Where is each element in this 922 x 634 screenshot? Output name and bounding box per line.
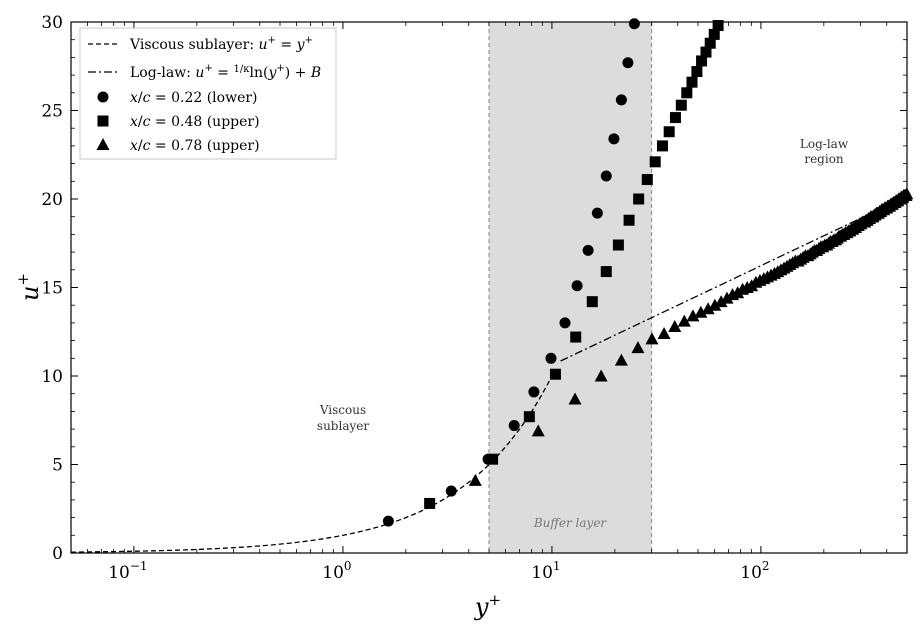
annotation-buffer: Buffer layer (533, 516, 608, 530)
point-square (487, 453, 499, 465)
point-triangle (677, 314, 691, 327)
legend-entry-circle: x/c = 0.22 (lower) (130, 90, 258, 106)
legend: Viscous sublayer: u+ = y+ Log-law: u+ = … (79, 27, 337, 160)
point-square (523, 411, 535, 423)
point-square (704, 37, 716, 49)
point-square (663, 126, 675, 138)
point-square (712, 20, 724, 32)
point-square (675, 99, 687, 111)
legend-entry-loglaw: Log-law: u+ = 1/κln(y+) + B (130, 63, 321, 81)
point-triangle (686, 309, 700, 322)
point-triangle (668, 319, 682, 332)
point-triangle (568, 392, 582, 405)
point-circle (508, 420, 520, 432)
point-circle (528, 386, 540, 398)
point-triangle (614, 353, 628, 366)
legend-entry-viscous: Viscous sublayer: u+ = y+ (129, 35, 313, 53)
point-circle (571, 280, 583, 292)
point-square (600, 266, 612, 278)
series-square (424, 20, 724, 509)
series-triangle (468, 187, 914, 486)
x-tick-label: 101 (531, 559, 560, 583)
point-circle (545, 352, 557, 364)
annotation-loglaw-line2: region (804, 152, 844, 166)
point-circle (622, 57, 634, 69)
y-tick-label: 15 (41, 279, 63, 299)
point-triangle (720, 291, 734, 304)
point-square (669, 112, 681, 124)
point-square (649, 156, 661, 168)
point-circle (445, 485, 457, 497)
annotation-viscous-line1: Viscous (319, 403, 366, 417)
y-tick-label: 5 (52, 456, 63, 476)
point-triangle (531, 424, 545, 437)
model-lines (71, 200, 898, 553)
legend-box (79, 27, 337, 160)
y-tick-label: 30 (41, 13, 63, 33)
point-square (656, 140, 668, 152)
point-square (612, 239, 624, 251)
point-square (633, 193, 645, 205)
axis-ticks: 10−1 100 101 102 0 5 10 15 20 25 30 (41, 13, 907, 583)
legend-circle-marker (97, 91, 109, 103)
point-triangle (468, 473, 482, 486)
point-square (708, 28, 720, 40)
data-points (382, 18, 914, 527)
point-circle (559, 317, 571, 329)
buffer-region (489, 22, 652, 553)
x-axis-label: y+ (474, 591, 501, 621)
point-circle (600, 170, 612, 182)
point-square (696, 55, 708, 67)
point-square (691, 66, 703, 78)
point-triangle (694, 305, 708, 318)
legend-square-marker (97, 115, 109, 127)
point-circle (615, 94, 627, 106)
legend-entry-square: x/c = 0.48 (upper) (130, 114, 260, 130)
annotation-loglaw-line1: Log-law (800, 137, 849, 151)
legend-entry-triangle: x/c = 0.78 (upper) (130, 138, 260, 154)
point-square (623, 214, 635, 226)
point-circle (628, 18, 640, 30)
point-circle (582, 244, 594, 256)
x-tick-label: 100 (322, 559, 351, 583)
y-axis-label: u+ (14, 273, 44, 301)
y-tick-label: 10 (41, 367, 63, 387)
annotation-viscous-line2: sublayer (317, 419, 369, 433)
point-square (681, 87, 693, 99)
point-triangle (645, 332, 659, 345)
x-tick-label: 10−1 (108, 559, 147, 583)
legend-triangle-marker (96, 138, 110, 150)
point-square (549, 368, 561, 380)
y-tick-label: 25 (41, 102, 63, 122)
viscous-sublayer-line (71, 375, 553, 553)
point-square (641, 174, 653, 186)
point-triangle (631, 341, 645, 354)
point-triangle (657, 327, 671, 340)
point-square (700, 46, 712, 58)
point-triangle (701, 302, 715, 315)
x-tick-label: 102 (740, 559, 769, 583)
y-tick-label: 20 (41, 190, 63, 210)
point-square (686, 76, 698, 88)
point-triangle (714, 295, 728, 308)
y-tick-label: 0 (52, 544, 63, 564)
point-circle (382, 515, 394, 527)
log-law-line (560, 200, 898, 362)
point-triangle (708, 298, 722, 311)
point-square (424, 497, 436, 509)
point-triangle (594, 369, 608, 382)
point-circle (591, 207, 603, 219)
point-square (570, 331, 582, 343)
point-circle (608, 133, 620, 145)
point-square (586, 296, 598, 308)
